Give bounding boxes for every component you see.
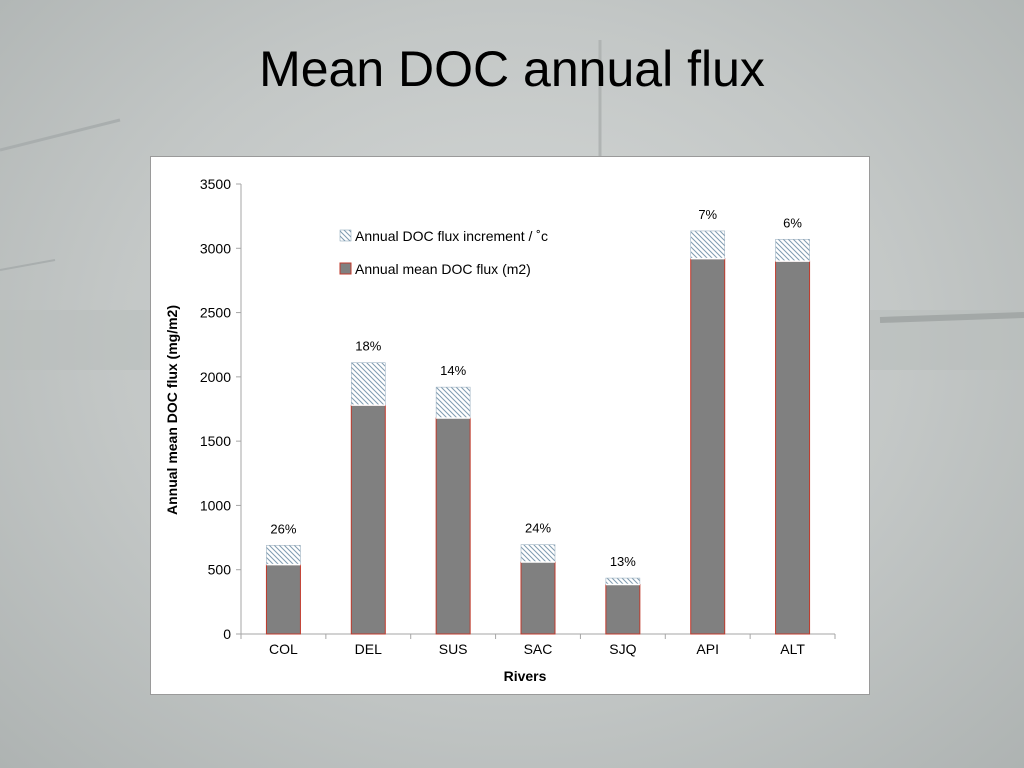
bar-increment-sac (520, 544, 556, 563)
bar-increment-del (350, 362, 386, 406)
bar-mean-alt (775, 260, 811, 635)
x-tick-label-sjq: SJQ (609, 641, 636, 657)
legend-label-increment: Annual DOC flux increment / ˚c (355, 228, 548, 244)
y-tick-label: 500 (208, 562, 232, 578)
data-label-sac: 24% (525, 521, 551, 536)
legend-label-mean: Annual mean DOC flux (m2) (355, 261, 531, 277)
y-tick-label: 0 (223, 626, 231, 642)
chart-frame: 0 500 1000 1500 2000 2500 3000 3500 COL DEL SUS SA… (150, 156, 870, 695)
bar-increment-sus (435, 386, 471, 419)
y-tick-label: 2000 (200, 369, 231, 385)
x-axis-title: Rivers (504, 668, 547, 684)
bar-mean-api (690, 258, 726, 635)
legend-swatch-hatched (339, 229, 352, 242)
data-label-col: 26% (270, 521, 296, 536)
bar-chart: 0 500 1000 1500 2000 2500 3000 3500 COL DEL SUS SA… (164, 176, 836, 684)
y-tick-label: 3500 (200, 176, 231, 192)
x-tick-label-api: API (696, 641, 719, 657)
y-tick-label: 3000 (200, 240, 231, 256)
x-axis-categories: COL DEL SUS SAC SJQ API ALT (240, 634, 836, 657)
data-label-del: 18% (355, 339, 381, 354)
legend-swatch-solid (339, 262, 352, 275)
data-label-alt: 6% (783, 215, 802, 230)
bar-mean-sac (520, 561, 556, 635)
bar-mean-sjq (605, 584, 641, 635)
bar-increment-api (690, 230, 726, 259)
data-label-sjq: 13% (610, 554, 636, 569)
y-axis-title: Annual mean DOC flux (mg/m2) (164, 305, 180, 515)
data-labels: 26% 18% 14% 24% 13% 7% 6% (270, 207, 802, 569)
y-axis-ticks: 0 500 1000 1500 2000 2500 3000 3500 (200, 176, 241, 642)
bar-mean-col (265, 564, 301, 635)
bar-mean-sus (435, 417, 471, 635)
x-tick-label-alt: ALT (780, 641, 805, 657)
data-label-api: 7% (698, 207, 717, 222)
bar-mean-del (350, 404, 386, 635)
x-tick-label-del: DEL (355, 641, 382, 657)
bar-increment-alt (775, 238, 810, 262)
bar-increment-col (266, 544, 301, 565)
y-tick-label: 1000 (200, 497, 231, 513)
y-tick-label: 2500 (200, 305, 231, 321)
slide-title: Mean DOC annual flux (259, 41, 765, 97)
x-tick-label-sus: SUS (439, 641, 468, 657)
bar-increment-sjq (605, 577, 641, 585)
x-tick-label-col: COL (269, 641, 298, 657)
data-label-sus: 14% (440, 363, 466, 378)
x-tick-label-sac: SAC (524, 641, 553, 657)
legend: Annual DOC flux increment / ˚c Annual me… (339, 228, 548, 277)
y-tick-label: 1500 (200, 433, 231, 449)
bars (265, 230, 811, 635)
